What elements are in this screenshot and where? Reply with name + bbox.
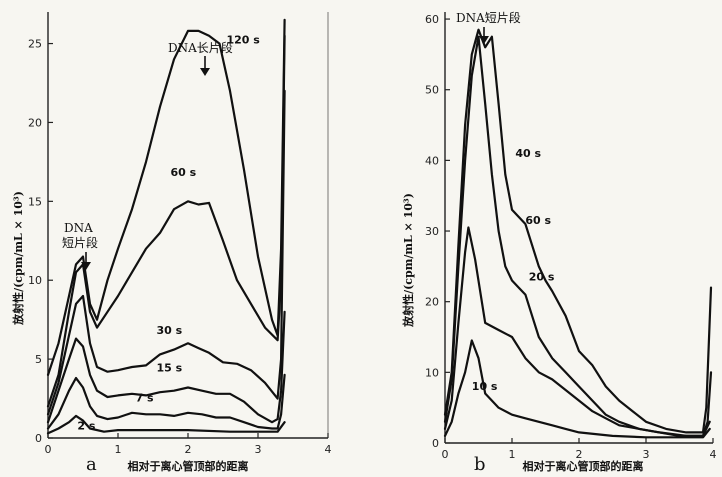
panel-a-x-tick-label: 2: [185, 443, 192, 456]
panel-b-letter: b: [474, 454, 486, 475]
panel-a-y-label: 放射性/(cpm/mL × 10³): [11, 191, 25, 326]
panel-a-x-tick-label: 4: [325, 443, 332, 456]
panel-b-y-tick-label: 60: [425, 13, 439, 26]
panel-b-x-tick-label: 4: [710, 448, 717, 461]
panel-a-y-tick-label: 10: [28, 274, 42, 287]
panel-b-y-tick-label: 50: [425, 84, 439, 97]
panel-a-y-tick-label: 25: [28, 38, 42, 51]
panel-a-y-tick-label: 20: [28, 116, 42, 129]
annotation-dna-long-fragment: DNA长片段: [168, 40, 233, 55]
panel-b-x-tick-label: 2: [576, 448, 583, 461]
panel-a-x-tick-label: 0: [45, 443, 52, 456]
panel-a-series-label: 15 s: [157, 362, 183, 375]
arrowhead-short-fragment-a: [81, 262, 91, 270]
panel-b-x-tick-label: 0: [442, 448, 449, 461]
arrowhead-long-fragment: [200, 68, 210, 76]
panel-b-annotations: DNA短片段: [456, 10, 521, 44]
panel-b-series-20s: [443, 226, 711, 437]
annotation-dna-short-fragment: DNA短片段: [456, 10, 521, 25]
panel-a-x-label: 相对于离心管顶部的距离: [128, 459, 249, 473]
panel-b-series-60s: [443, 28, 713, 434]
annotation-dna: DNA: [64, 221, 93, 235]
panel-b-series-label: 60 s: [525, 214, 551, 227]
panel-b-y-tick-label: 10: [425, 366, 439, 379]
panel-a-series-label: 120 s: [227, 34, 261, 47]
panel-b-series-label: 20 s: [529, 270, 555, 283]
panel-a-y-tick-label: 5: [35, 353, 42, 366]
panel-a-series-7s: [46, 373, 286, 430]
panel-a-series-30s: [46, 89, 286, 416]
panel-b-y-tick-label: 20: [425, 296, 439, 309]
panel-b-x-tick-label: 1: [509, 448, 516, 461]
panel-a-y-tick-label: 15: [28, 195, 42, 208]
arrowhead-short-fragment-b: [479, 36, 489, 44]
panel-b-x-tick-label: 3: [643, 448, 650, 461]
panel-a-series-label: 30 s: [157, 324, 183, 337]
panel-b-y-label: 放射性/(cpm/mL × 10³): [401, 193, 415, 328]
panel-b-x-label: 相对于离心管顶部的距离: [523, 459, 644, 473]
panel-b-y-tick-label: 40: [425, 154, 439, 167]
panel-a-ticks: 0 1 2 3 4 0 5 10 15 20 25: [28, 38, 332, 456]
panel-a-series-2s: [46, 414, 286, 435]
panel-b-series-label: 40 s: [515, 147, 541, 160]
panel-a-series-label: 2 s: [77, 419, 95, 432]
panel-a-series-15s: [46, 310, 286, 424]
panel-a-x-tick-label: 3: [255, 443, 262, 456]
panel-b-curves: [443, 28, 713, 439]
panel-a-series-label: 60 s: [171, 166, 197, 179]
panel-a-letter: a: [86, 454, 97, 475]
panel-b-y-tick-label: 0: [432, 437, 439, 450]
panel-b-series-label: 10 s: [472, 380, 498, 393]
annotation-short-fragment: 短片段: [62, 235, 98, 250]
panel-a-series-60s: [46, 34, 286, 408]
panel-a-x-tick-label: 1: [115, 443, 122, 456]
panel-a-curves: [46, 18, 286, 435]
panel-b-axes: [444, 12, 713, 444]
panel-a-series-label: 7 s: [136, 392, 154, 405]
panel-a-y-tick-label: 0: [35, 432, 42, 445]
panel-a-series-labels: 120 s 60 s 30 s 15 s 7 s 2 s: [77, 34, 260, 433]
panel-b-series-labels: 60 s 40 s 20 s 10 s: [472, 147, 555, 393]
panel-b-series-40s: [443, 35, 713, 437]
panel-b-y-tick-label: 30: [425, 225, 439, 238]
panel-a-annotations: DNA长片段 DNA 短片段: [62, 40, 233, 270]
panel-a-series-120s: [46, 18, 286, 376]
panel-b-series-10s: [443, 339, 711, 439]
